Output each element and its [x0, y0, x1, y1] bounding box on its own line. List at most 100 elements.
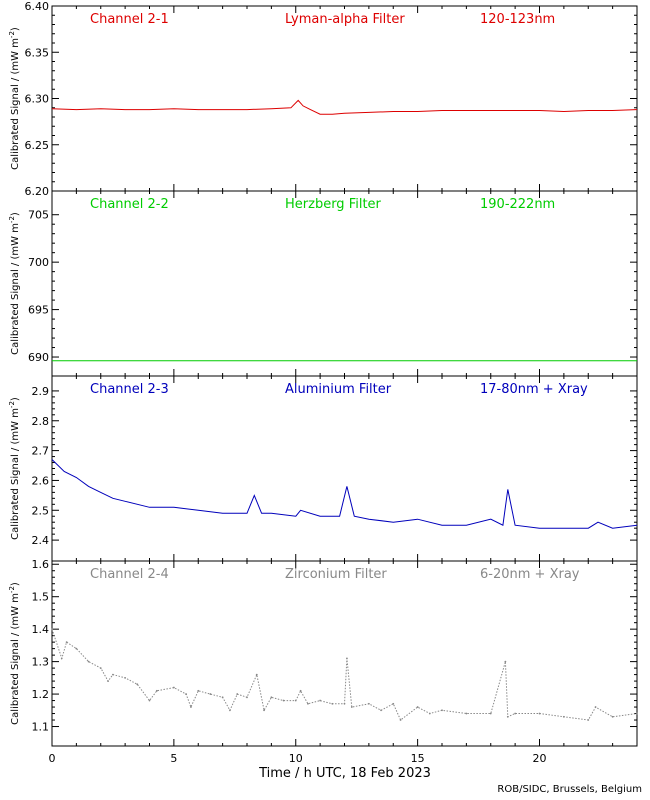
y-tick-label: 1.4	[32, 623, 50, 636]
x-axis-title: Time / h UTC, 18 Feb 2023	[258, 766, 431, 781]
data-point	[428, 712, 431, 715]
panel-frame	[51, 375, 638, 562]
data-point	[136, 683, 139, 686]
data-point	[124, 676, 127, 679]
filter-label: Zirconium Filter	[285, 567, 387, 582]
data-point	[99, 667, 102, 670]
data-point	[190, 706, 192, 708]
panel-frame	[51, 560, 638, 747]
band-label: 17-80nm + Xray	[480, 382, 588, 397]
data-point	[346, 657, 348, 660]
x-tick-label: 20	[533, 752, 547, 765]
y-tick-label: 6.25	[25, 139, 50, 152]
data-point	[75, 647, 78, 650]
filter-label: Lyman-alpha Filter	[285, 12, 405, 27]
series-line	[51, 629, 638, 721]
y-axis-title: Calibrated Signal / (mW m-2)	[8, 27, 21, 170]
filter-label: Herzberg Filter	[285, 197, 382, 212]
data-point	[307, 702, 309, 705]
data-point	[331, 702, 334, 705]
y-axis-title: Calibrated Signal / (mW m-2)	[8, 397, 21, 540]
data-point	[60, 657, 63, 660]
y-axis-title-close: )	[10, 582, 21, 586]
data-point	[343, 702, 346, 705]
y-tick-label: 2.4	[32, 534, 50, 547]
data-point	[350, 706, 353, 708]
data-point	[504, 660, 507, 663]
y-tick-label: 2.7	[32, 445, 50, 458]
data-point	[562, 715, 565, 718]
y-axis-title-main: Calibrated Signal / (mW m	[10, 593, 21, 725]
data-point	[255, 673, 258, 676]
data-point	[367, 702, 370, 705]
y-tick-label: 2.6	[32, 474, 50, 487]
y-tick-label: 2.5	[32, 504, 50, 517]
y-axis-title-sup: -2	[8, 401, 16, 408]
data-point	[299, 689, 302, 692]
data-point	[229, 709, 231, 712]
y-tick-label: 6.35	[25, 46, 50, 59]
data-point	[294, 699, 297, 702]
credit-text: ROB/SIDC, Brussels, Belgium	[497, 784, 642, 795]
channel-label: Channel 2-2	[90, 197, 169, 212]
y-tick-label: 690	[28, 351, 49, 364]
y-axis-title-main: Calibrated Signal / (mW m	[10, 408, 21, 540]
y-axis-title: Calibrated Signal / (mW m-2)	[8, 212, 21, 355]
y-tick-label: 1.3	[32, 656, 50, 669]
data-point	[185, 693, 187, 695]
y-axis-title-sup: -2	[8, 31, 16, 38]
data-point	[636, 712, 638, 715]
data-point	[282, 699, 285, 702]
chart-panels: 6.20 6.25 6.30 6.35 6.40 Calibrated Signal / …	[8, 0, 638, 765]
data-point	[236, 693, 239, 695]
band-label: 120-123nm	[480, 12, 555, 27]
y-tick-label: 695	[28, 304, 49, 317]
panel-2: 690 695 700 705 Calibrated Signal / (mW m-2)…	[8, 190, 638, 377]
data-point	[538, 712, 541, 715]
data-point	[441, 709, 443, 712]
data-point	[587, 719, 590, 721]
channel-label: Channel 2-1	[90, 12, 169, 27]
data-point	[489, 712, 492, 715]
y-tick-label: 6.40	[25, 0, 50, 13]
y-tick-label: 1.2	[32, 688, 50, 701]
data-point	[380, 709, 382, 712]
data-point	[246, 696, 248, 699]
series-line	[51, 99, 638, 115]
data-point	[221, 696, 224, 699]
y-tick-label: 6.20	[25, 185, 50, 198]
panel-1: 6.20 6.25 6.30 6.35 6.40 Calibrated Signal / …	[8, 0, 638, 198]
data-point	[172, 686, 175, 689]
data-point	[65, 641, 68, 644]
series-line	[51, 459, 638, 529]
data-point	[51, 628, 53, 631]
x-tick-label: 0	[49, 752, 56, 765]
y-tick-label: 1.1	[32, 721, 50, 734]
data-point	[514, 712, 517, 715]
y-axis-title-main: Calibrated Signal / (mW m	[10, 38, 21, 170]
y-axis-title-close: )	[10, 397, 21, 401]
data-point	[148, 699, 151, 702]
y-axis-title-sup: -2	[8, 586, 16, 593]
data-point	[263, 709, 265, 712]
y-tick-label: 1.5	[32, 591, 50, 604]
data-point	[506, 715, 509, 718]
data-point	[107, 680, 109, 682]
y-tick-label: 2.9	[32, 385, 50, 398]
data-point	[155, 689, 158, 692]
data-point	[594, 706, 597, 708]
data-point	[392, 702, 395, 705]
panel-frame	[51, 190, 638, 377]
y-axis-title-close: )	[10, 27, 21, 31]
data-point	[465, 712, 468, 715]
y-axis-title-main: Calibrated Signal / (mW m	[10, 223, 21, 355]
data-point	[209, 693, 212, 695]
data-point	[399, 719, 402, 721]
panel-4: 1.1 1.2 1.3 1.4 1.5 1.6 Calibrated Signal / (m…	[8, 558, 638, 765]
panel-frame	[51, 5, 638, 192]
data-point	[270, 696, 273, 699]
y-axis-title-close: )	[10, 212, 21, 216]
data-point	[319, 699, 322, 702]
panel-3: 2.4 2.5 2.6 2.7 2.8 2.9 Calibrated Signal / (m…	[8, 375, 638, 562]
